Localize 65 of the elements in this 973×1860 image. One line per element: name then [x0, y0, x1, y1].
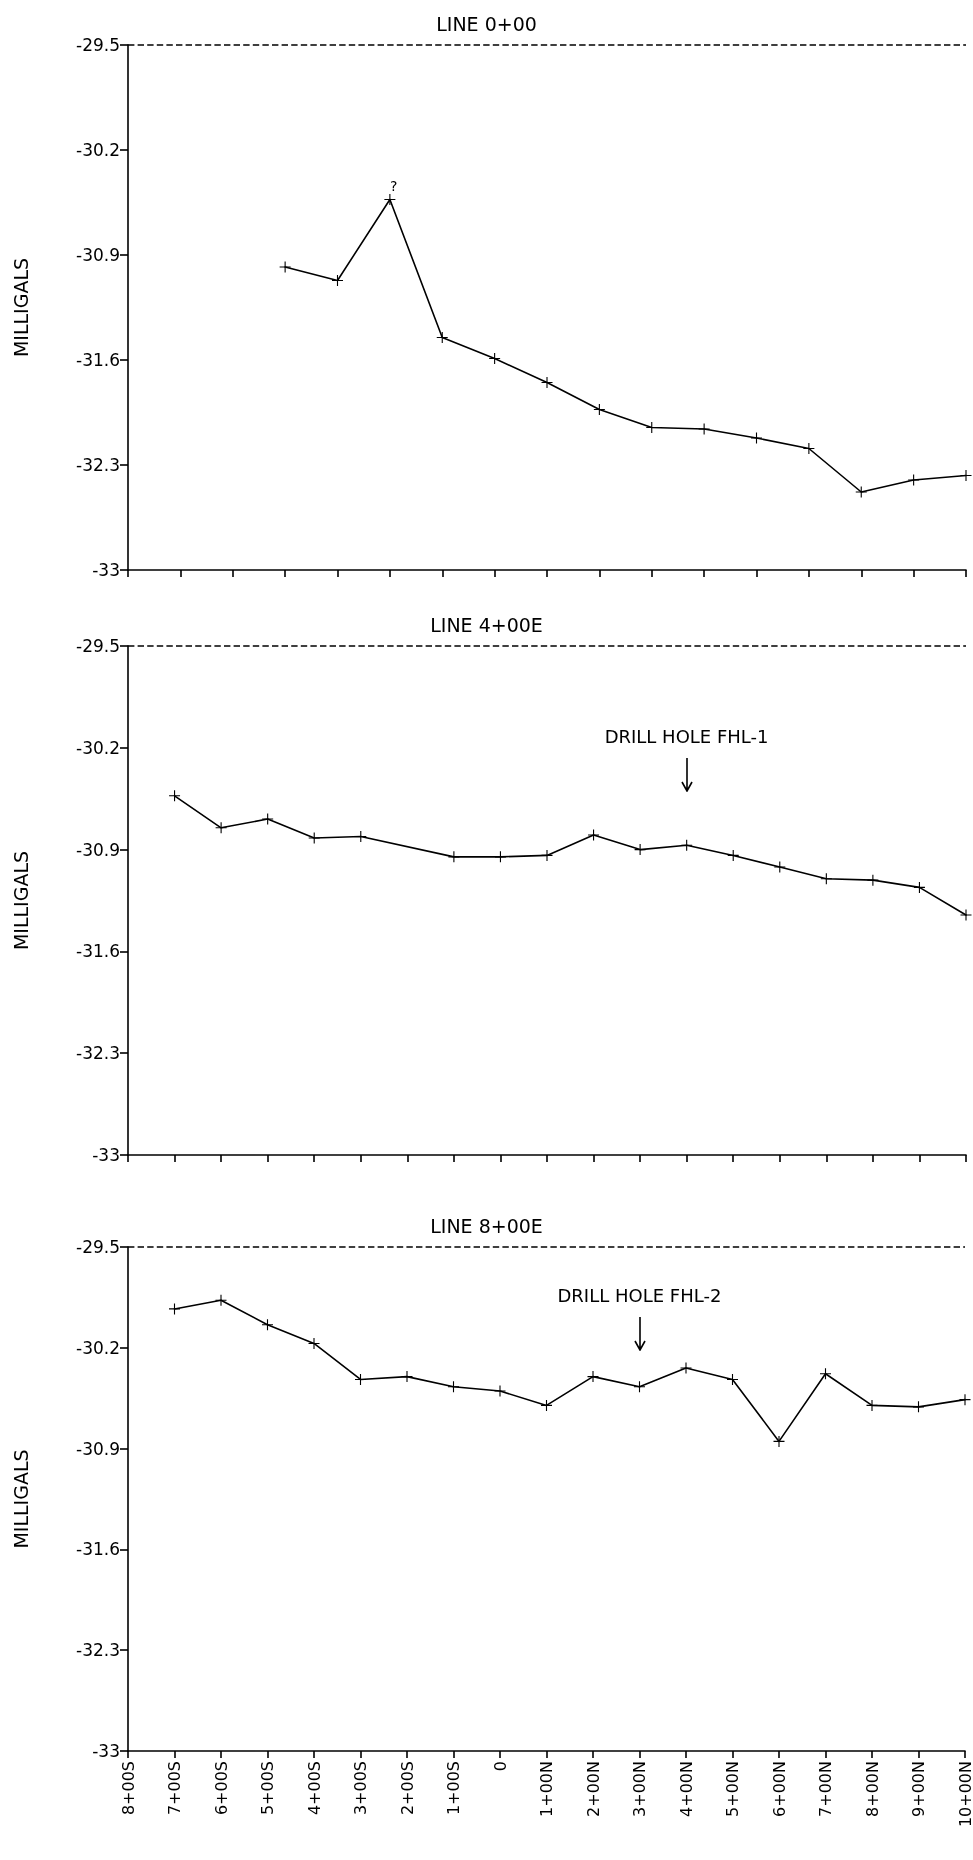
- y-tick-label: -30.2: [76, 1337, 120, 1358]
- x-tick-label: 2+00S: [397, 1761, 417, 1816]
- x-tick-label: 4+00N: [676, 1761, 696, 1817]
- point: [680, 1362, 692, 1374]
- y-tick-label: -32.3: [76, 1043, 120, 1064]
- point: [960, 470, 972, 481]
- y-tick-label: -30.9: [76, 245, 120, 265]
- chart-title: LINE 8+00E: [430, 1214, 543, 1237]
- x-tick-label: 3+00S: [351, 1761, 370, 1816]
- point: [401, 1371, 413, 1383]
- point: [215, 1294, 227, 1306]
- x-tick-label: 9+00N: [909, 1761, 928, 1817]
- x-tick-label: 7+00S: [165, 1761, 184, 1816]
- y-tick-label: -30.9: [76, 839, 120, 860]
- y-axis-title: MILLIGALS: [9, 850, 32, 951]
- chart-title: LINE 4+00E: [430, 613, 543, 636]
- y-tick-label: -30.2: [76, 737, 120, 758]
- y-tick-label: -33: [92, 1741, 120, 1761]
- x-tick-label: 8+00N: [862, 1761, 882, 1817]
- point: [773, 1435, 785, 1447]
- x-tick-label: 5+00N: [723, 1761, 742, 1817]
- chart-title: LINE 0+00: [436, 12, 537, 35]
- annotation: DRILL HOLE FHL-1: [604, 725, 769, 747]
- point: [698, 423, 710, 435]
- x-tick-label: 5+00S: [258, 1761, 277, 1816]
- point: [541, 849, 553, 861]
- point: [541, 377, 553, 388]
- y-axis-title: MILLIGALS: [9, 1449, 32, 1549]
- y-tick-label: -33: [92, 1145, 120, 1165]
- point: [855, 486, 867, 498]
- y-tick-label: -31.6: [76, 1539, 120, 1560]
- x-tick-label: 3+00N: [630, 1761, 649, 1817]
- y-tick-label: -31.6: [76, 941, 120, 962]
- point: [908, 474, 920, 486]
- x-tick-label: 4+00S: [304, 1761, 324, 1816]
- y-tick-label: -31.6: [76, 350, 120, 370]
- point: [279, 261, 291, 273]
- x-tick-label: 6+00S: [211, 1761, 231, 1816]
- x-tick-label: 2+00N: [583, 1761, 603, 1817]
- annotation: ?: [389, 177, 398, 194]
- x-tick-label: 6+00N: [769, 1761, 789, 1817]
- point: [308, 1337, 320, 1349]
- point: [866, 1399, 878, 1411]
- y-tick-label: -33: [92, 560, 120, 580]
- point: [494, 1385, 506, 1397]
- point: [751, 432, 762, 444]
- y-tick-label: -30.9: [76, 1438, 120, 1459]
- x-tick-label: 10+00N: [955, 1761, 973, 1828]
- point: [960, 909, 972, 921]
- x-tick-label: 1+00S: [444, 1761, 463, 1816]
- y-axis-title: MILLIGALS: [9, 257, 32, 358]
- y-tick-label: -29.5: [76, 35, 120, 55]
- y-tick-label: -32.3: [76, 455, 120, 475]
- point: [587, 1371, 599, 1383]
- y-tick-label: -30.2: [76, 140, 120, 160]
- point: [959, 1394, 971, 1406]
- y-tick-label: -29.5: [76, 636, 120, 656]
- point: [308, 832, 320, 844]
- y-tick-label: -29.5: [76, 1237, 120, 1257]
- x-tick-label: 7+00N: [816, 1761, 835, 1817]
- annotation: DRILL HOLE FHL-2: [557, 1285, 722, 1307]
- x-tick-label: 8+00S: [118, 1761, 138, 1816]
- y-tick-label: -32.3: [76, 1640, 120, 1661]
- x-tick-label: 1+00N: [537, 1761, 556, 1817]
- x-tick-label: 0: [490, 1761, 510, 1772]
